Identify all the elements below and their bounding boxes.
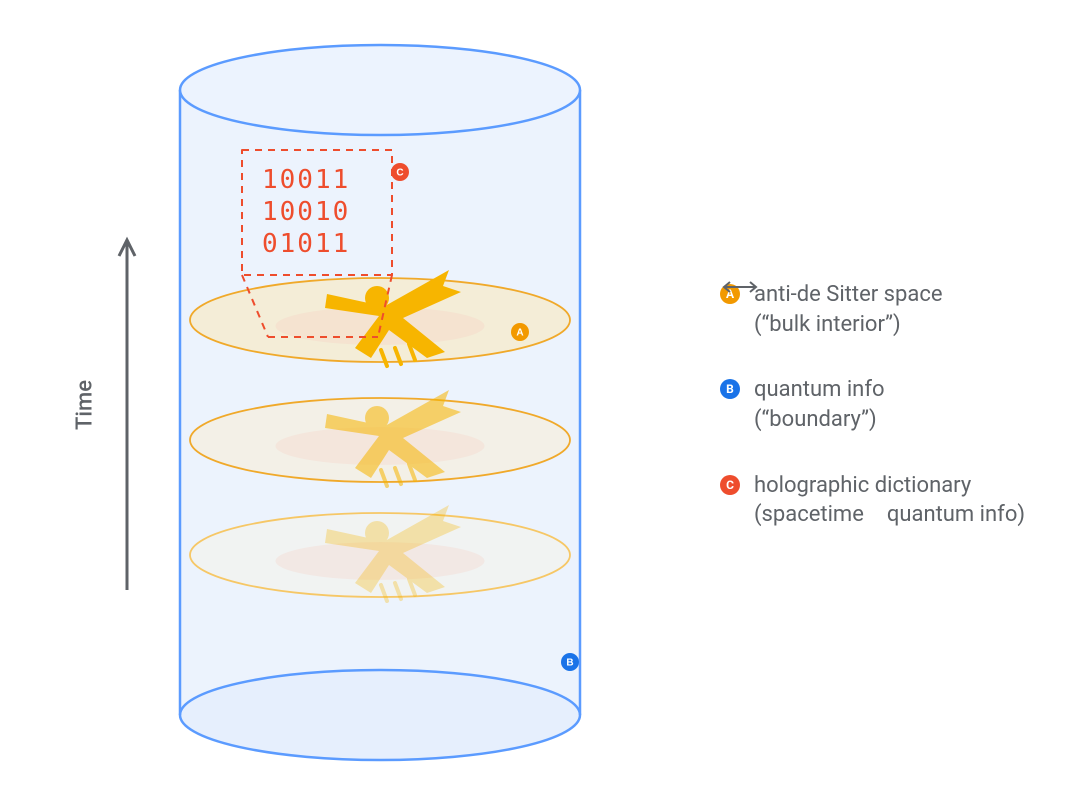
badge-b: B — [720, 379, 740, 399]
svg-text:B: B — [566, 658, 573, 669]
legend-a-line2: (“bulk interior”) — [754, 312, 901, 337]
diagram-stage: Time 100111001001011ABC A anti-de Sitter… — [0, 0, 1080, 810]
legend: A anti-de Sitter space (“bulk interior”)… — [720, 280, 1060, 566]
svg-text:10010: 10010 — [262, 197, 350, 227]
legend-text-b: quantum info (“boundary”) — [754, 375, 1060, 434]
legend-item-c: C holographic dictionary (spacetime quan… — [720, 471, 1060, 530]
legend-b-line2: (“boundary”) — [754, 407, 877, 432]
legend-c-line2-post: quantum info) — [887, 502, 1025, 527]
svg-text:A: A — [516, 328, 523, 339]
legend-b-line1: quantum info — [754, 377, 885, 402]
legend-a-line1: anti-de Sitter space — [754, 282, 943, 307]
badge-c: C — [720, 475, 740, 495]
svg-text:C: C — [396, 168, 403, 179]
legend-item-a: A anti-de Sitter space (“bulk interior”) — [720, 280, 1060, 339]
svg-text:01011: 01011 — [262, 229, 350, 259]
legend-text-a: anti-de Sitter space (“bulk interior”) — [754, 280, 1060, 339]
legend-c-line1: holographic dictionary — [754, 473, 971, 498]
legend-text-c: holographic dictionary (spacetime quantu… — [754, 471, 1060, 530]
legend-c-line2-pre: (spacetime — [754, 502, 864, 527]
legend-item-b: B quantum info (“boundary”) — [720, 375, 1060, 434]
svg-text:10011: 10011 — [262, 165, 350, 195]
